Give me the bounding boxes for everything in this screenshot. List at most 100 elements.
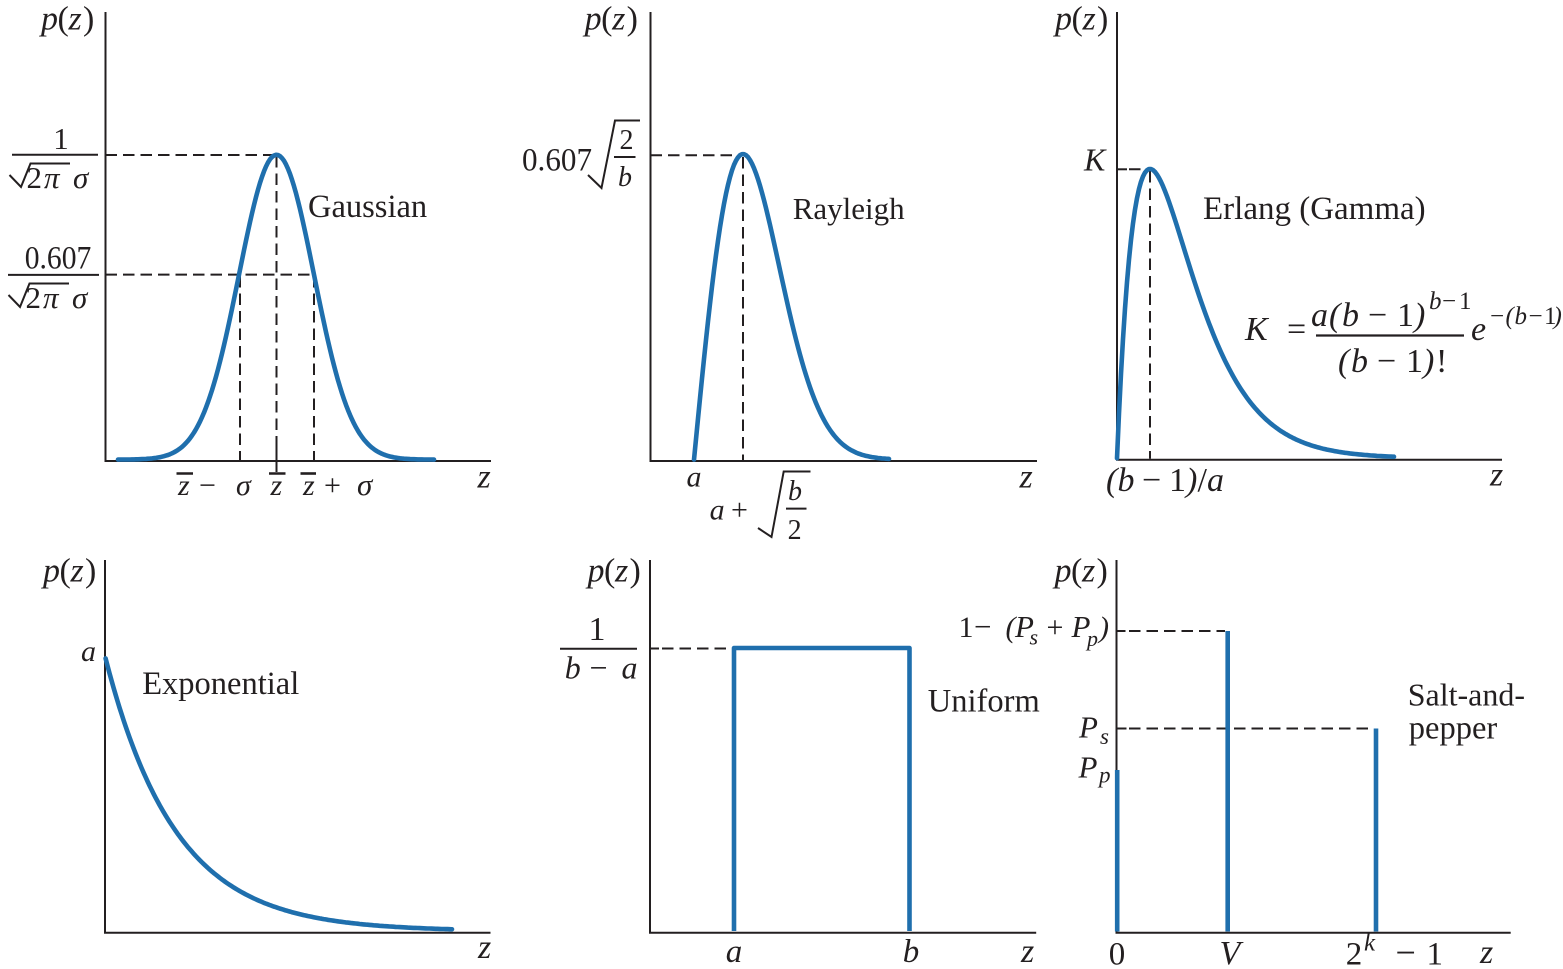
svg-text:0: 0 xyxy=(1109,936,1126,969)
svg-text:K: K xyxy=(1244,311,1270,348)
svg-text:1: 1 xyxy=(1397,297,1414,334)
svg-text:(: ( xyxy=(58,1,69,38)
svg-text:b: b xyxy=(618,162,632,193)
svg-text:(: ( xyxy=(60,553,71,590)
svg-text:): ) xyxy=(1184,462,1197,499)
svg-text:z: z xyxy=(68,1,82,38)
svg-text:−: − xyxy=(1368,297,1387,334)
svg-text:z: z xyxy=(1019,459,1033,496)
svg-text:(: ( xyxy=(1506,303,1516,330)
svg-text:): ) xyxy=(1552,303,1562,330)
svg-text:Salt-and-: Salt-and- xyxy=(1408,676,1525,712)
svg-text:z: z xyxy=(1479,934,1493,969)
svg-text:2: 2 xyxy=(27,160,43,195)
svg-text:1: 1 xyxy=(959,611,974,644)
svg-text:2: 2 xyxy=(620,125,634,156)
svg-text:k: k xyxy=(1364,930,1376,957)
svg-text:a: a xyxy=(1311,297,1328,334)
svg-text:p: p xyxy=(583,1,602,38)
svg-text:1: 1 xyxy=(1169,462,1186,499)
svg-text:Exponential: Exponential xyxy=(142,666,299,702)
svg-text:=: = xyxy=(1287,311,1306,348)
svg-text:p: p xyxy=(1097,763,1111,788)
svg-text:σ: σ xyxy=(72,280,89,315)
svg-text:p: p xyxy=(1053,1,1072,38)
svg-text:pepper: pepper xyxy=(1409,711,1498,747)
svg-text:−: − xyxy=(974,609,991,644)
svg-text:−: − xyxy=(1442,288,1456,315)
svg-text:(: ( xyxy=(1338,343,1352,380)
svg-text:): ) xyxy=(1097,1,1108,38)
svg-text:Rayleigh: Rayleigh xyxy=(793,191,905,226)
svg-text:(: ( xyxy=(1106,462,1120,499)
svg-text:z: z xyxy=(1020,933,1034,969)
svg-text:): ) xyxy=(630,553,641,590)
svg-text:p: p xyxy=(39,1,58,38)
svg-text:z: z xyxy=(1082,1,1096,38)
svg-text:2: 2 xyxy=(26,280,42,315)
svg-text:1: 1 xyxy=(589,611,606,648)
svg-text:b: b xyxy=(903,934,920,969)
svg-text:−: − xyxy=(590,650,608,686)
svg-text:z: z xyxy=(611,1,625,38)
svg-text:+: + xyxy=(324,469,341,502)
svg-text:2: 2 xyxy=(1346,936,1363,969)
svg-text:p: p xyxy=(1053,553,1072,590)
svg-text:+: + xyxy=(1047,611,1064,644)
svg-text:1: 1 xyxy=(1544,303,1557,330)
svg-text:Gaussian: Gaussian xyxy=(308,189,427,225)
svg-text:(: ( xyxy=(601,1,612,38)
svg-text:b: b xyxy=(1351,343,1368,380)
svg-text:Erlang (Gamma): Erlang (Gamma) xyxy=(1203,191,1426,227)
svg-text:a: a xyxy=(687,460,702,493)
svg-text:a: a xyxy=(1207,462,1224,499)
svg-text:1: 1 xyxy=(53,121,69,156)
svg-text:π: π xyxy=(44,160,61,195)
svg-text:K: K xyxy=(1083,142,1107,178)
svg-text:z: z xyxy=(70,553,84,590)
svg-text:+: + xyxy=(731,494,748,527)
svg-text:b: b xyxy=(1342,297,1359,334)
svg-text:z: z xyxy=(177,469,190,502)
svg-text:): ) xyxy=(1421,343,1434,380)
svg-text:−: − xyxy=(1529,303,1543,330)
svg-text:P: P xyxy=(1071,609,1091,644)
svg-text:π: π xyxy=(43,280,60,315)
svg-text:b: b xyxy=(1429,288,1442,315)
svg-text:σ: σ xyxy=(236,469,252,502)
svg-text:0.607: 0.607 xyxy=(522,142,592,178)
svg-text:(: ( xyxy=(1072,1,1083,38)
svg-text:z: z xyxy=(1489,457,1503,494)
svg-text:(: ( xyxy=(604,553,615,590)
svg-text:): ) xyxy=(1097,553,1108,590)
svg-text:): ) xyxy=(1097,611,1109,644)
svg-text:a: a xyxy=(710,494,725,527)
svg-text:b: b xyxy=(565,650,581,686)
svg-text:(: ( xyxy=(1006,611,1018,644)
svg-text:p: p xyxy=(1085,626,1098,651)
svg-text:b: b xyxy=(1515,303,1528,330)
svg-text:−: − xyxy=(1396,932,1416,969)
svg-text:P: P xyxy=(1078,710,1098,745)
svg-text:−: − xyxy=(199,469,216,502)
svg-text:a: a xyxy=(726,934,743,969)
svg-text:1: 1 xyxy=(1427,936,1444,969)
svg-text:2: 2 xyxy=(788,515,802,546)
svg-text:z: z xyxy=(477,459,491,496)
svg-text:P: P xyxy=(1078,750,1098,785)
svg-text:z: z xyxy=(270,469,283,502)
svg-text:z: z xyxy=(302,469,315,502)
svg-text:P: P xyxy=(1014,609,1034,644)
svg-text:b: b xyxy=(788,476,802,507)
svg-text:σ: σ xyxy=(73,160,90,195)
svg-text:z: z xyxy=(614,553,628,590)
svg-text:b: b xyxy=(1118,462,1135,499)
svg-text:): ) xyxy=(627,1,638,38)
svg-text:): ) xyxy=(83,1,94,38)
svg-text:−: − xyxy=(1377,343,1396,380)
svg-text:1: 1 xyxy=(1406,343,1423,380)
svg-text:z: z xyxy=(1081,553,1095,590)
svg-text:s: s xyxy=(1030,625,1039,650)
svg-text:−: − xyxy=(1142,462,1161,499)
svg-text:0.607: 0.607 xyxy=(25,241,92,277)
